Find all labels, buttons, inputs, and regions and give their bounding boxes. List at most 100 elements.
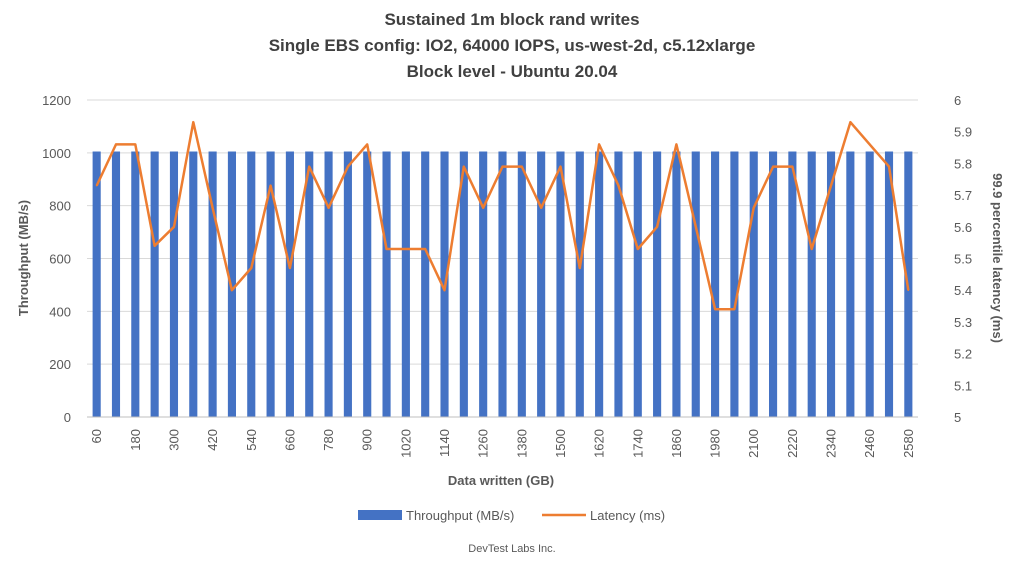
bar bbox=[884, 151, 894, 417]
latency-point bbox=[907, 289, 910, 292]
bar bbox=[672, 151, 681, 417]
latency-point bbox=[559, 165, 562, 168]
latency-point bbox=[675, 143, 678, 146]
legend-label-latency: Latency (ms) bbox=[590, 508, 665, 523]
bar bbox=[131, 151, 140, 417]
latency-point bbox=[327, 206, 330, 209]
bar bbox=[459, 151, 468, 417]
bar bbox=[788, 151, 797, 417]
legend: Throughput (MB/s) Latency (ms) bbox=[358, 508, 665, 523]
latency-point bbox=[772, 165, 774, 168]
bar bbox=[343, 151, 352, 417]
x-tick-label: 780 bbox=[321, 429, 336, 451]
x-tick-label: 1620 bbox=[592, 429, 607, 458]
latency-point bbox=[830, 184, 832, 187]
bar bbox=[421, 151, 430, 417]
y2-tick-label: 5.9 bbox=[954, 125, 972, 140]
latency-point bbox=[636, 248, 639, 250]
bar bbox=[247, 151, 256, 417]
x-tick-label: 540 bbox=[244, 429, 259, 451]
x-tick-label: 1980 bbox=[708, 429, 723, 458]
y2-tick-label: 5.1 bbox=[954, 378, 972, 393]
latency-point bbox=[115, 143, 117, 146]
latency-point bbox=[250, 267, 253, 269]
x-tick-label: 1740 bbox=[630, 429, 645, 458]
latency-point bbox=[598, 143, 600, 146]
latency-point bbox=[849, 121, 852, 123]
x-tick-label: 2580 bbox=[901, 429, 916, 458]
x-tick-label: 660 bbox=[282, 429, 297, 451]
y2-tick-label: 6 bbox=[954, 93, 961, 108]
bar bbox=[266, 151, 275, 417]
y2-axis-label: 99.9 percentile latency (ms) bbox=[990, 173, 1005, 343]
bar bbox=[401, 151, 410, 417]
latency-point bbox=[192, 121, 195, 123]
bar bbox=[537, 151, 546, 417]
latency-point bbox=[424, 248, 426, 250]
y2-tick-label: 5.5 bbox=[954, 252, 972, 267]
bar bbox=[363, 151, 372, 417]
y-tick-label: 200 bbox=[49, 357, 71, 372]
bar bbox=[285, 151, 294, 417]
y2-tick-label: 5.2 bbox=[954, 347, 972, 362]
x-tick-label: 1260 bbox=[476, 429, 491, 458]
latency-point bbox=[733, 308, 736, 311]
latency-point bbox=[656, 226, 658, 228]
x-tick-label: 1380 bbox=[514, 429, 529, 458]
x-tick-label: 180 bbox=[128, 429, 143, 451]
bar bbox=[208, 151, 217, 417]
bar bbox=[92, 151, 101, 417]
bar bbox=[169, 151, 179, 417]
y-tick-label: 400 bbox=[49, 304, 71, 319]
y-axis-label: Throughput (MB/s) bbox=[16, 200, 31, 316]
bar bbox=[324, 151, 333, 417]
bar bbox=[556, 151, 565, 417]
latency-point bbox=[482, 206, 484, 209]
bar bbox=[575, 151, 584, 417]
latency-point bbox=[443, 289, 446, 292]
y2-tick-label: 5.8 bbox=[954, 156, 972, 171]
latency-point bbox=[269, 184, 272, 187]
bar bbox=[633, 151, 642, 417]
bar bbox=[595, 151, 604, 417]
latency-point bbox=[308, 165, 311, 168]
x-tick-label: 300 bbox=[167, 429, 182, 451]
bar bbox=[111, 151, 121, 417]
y2-tick-label: 5.7 bbox=[954, 188, 972, 203]
latency-point bbox=[810, 248, 813, 250]
latency-point bbox=[617, 184, 620, 187]
latency-point bbox=[714, 308, 716, 311]
latency-point bbox=[521, 165, 523, 168]
x-tick-label: 420 bbox=[205, 429, 220, 451]
x-tick-label: 1500 bbox=[553, 429, 568, 458]
legend-swatch-throughput bbox=[358, 510, 402, 520]
y2-tick-label: 5 bbox=[954, 410, 961, 425]
y-tick-label: 1000 bbox=[42, 146, 71, 161]
latency-point bbox=[347, 165, 349, 168]
x-tick-label: 1140 bbox=[437, 429, 452, 457]
latency-point bbox=[134, 143, 137, 146]
legend-label-throughput: Throughput (MB/s) bbox=[406, 508, 514, 523]
latency-point bbox=[366, 143, 369, 146]
latency-point bbox=[579, 267, 581, 269]
x-tick-label: 2100 bbox=[746, 429, 761, 458]
bar bbox=[653, 151, 662, 417]
chart-title-line-3: Block level - Ubuntu 20.04 bbox=[406, 62, 618, 81]
bar bbox=[189, 151, 198, 417]
bar bbox=[730, 151, 739, 417]
y-tick-label: 0 bbox=[64, 410, 71, 425]
latency-point bbox=[463, 165, 465, 168]
bar bbox=[691, 151, 700, 417]
bar bbox=[150, 151, 159, 417]
latency-point bbox=[289, 267, 291, 269]
bar bbox=[517, 151, 526, 417]
latency-point bbox=[385, 248, 388, 250]
latency-point bbox=[231, 289, 233, 292]
bar bbox=[711, 151, 720, 417]
bar bbox=[479, 151, 488, 417]
y2-tick-label: 5.4 bbox=[954, 283, 972, 298]
latency-point bbox=[211, 206, 214, 209]
bar bbox=[382, 151, 391, 417]
footer-credit: DevTest Labs Inc. bbox=[468, 543, 556, 555]
